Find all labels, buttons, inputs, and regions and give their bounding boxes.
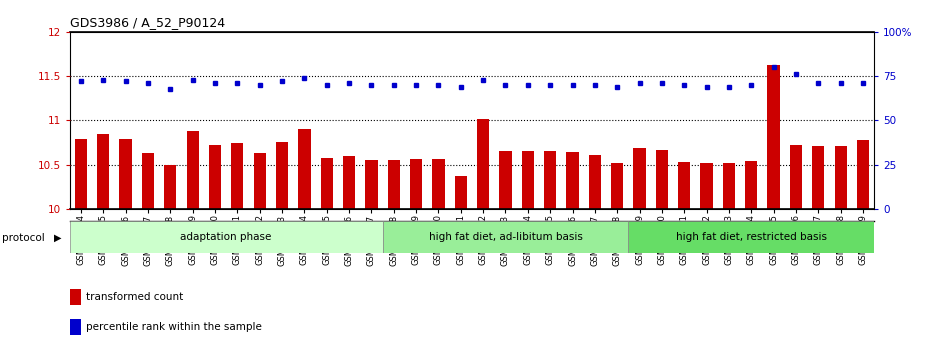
Bar	[812, 146, 825, 209]
Bar	[321, 159, 333, 209]
Bar	[70, 221, 382, 253]
Text: high fat diet, ad-libitum basis: high fat diet, ad-libitum basis	[429, 232, 582, 242]
Bar	[455, 176, 467, 209]
Bar	[343, 156, 355, 209]
Bar	[382, 221, 629, 253]
Bar	[633, 148, 645, 209]
Bar	[790, 145, 803, 209]
Text: adaptation phase: adaptation phase	[180, 232, 272, 242]
Bar	[276, 143, 288, 209]
Bar	[232, 143, 244, 209]
Bar	[767, 64, 779, 209]
Bar	[745, 161, 757, 209]
Bar	[410, 159, 422, 209]
Bar	[97, 134, 110, 209]
Bar	[857, 140, 870, 209]
Bar	[834, 146, 847, 209]
Text: transformed count: transformed count	[86, 292, 183, 302]
Bar	[119, 139, 132, 209]
Bar	[187, 131, 199, 209]
Bar	[499, 152, 512, 209]
Text: GDS3986 / A_52_P90124: GDS3986 / A_52_P90124	[70, 16, 225, 29]
Bar	[678, 162, 690, 209]
Bar	[388, 160, 400, 209]
Bar	[477, 120, 489, 209]
Bar	[74, 139, 87, 209]
Bar	[611, 163, 623, 209]
Bar	[165, 166, 177, 209]
Bar	[589, 155, 601, 209]
Bar	[723, 163, 735, 209]
Bar	[656, 150, 668, 209]
Bar	[629, 221, 874, 253]
Bar	[299, 129, 311, 209]
Text: high fat diet, restricted basis: high fat diet, restricted basis	[676, 232, 827, 242]
Bar	[522, 152, 534, 209]
Bar	[209, 145, 221, 209]
Bar	[365, 160, 378, 209]
Text: protocol: protocol	[2, 233, 45, 243]
Bar	[141, 153, 154, 209]
Bar	[432, 159, 445, 209]
Text: percentile rank within the sample: percentile rank within the sample	[86, 322, 261, 332]
Bar	[544, 152, 556, 209]
Bar	[700, 163, 712, 209]
Bar	[566, 152, 578, 209]
Text: ▶: ▶	[54, 233, 61, 243]
Bar	[254, 153, 266, 209]
